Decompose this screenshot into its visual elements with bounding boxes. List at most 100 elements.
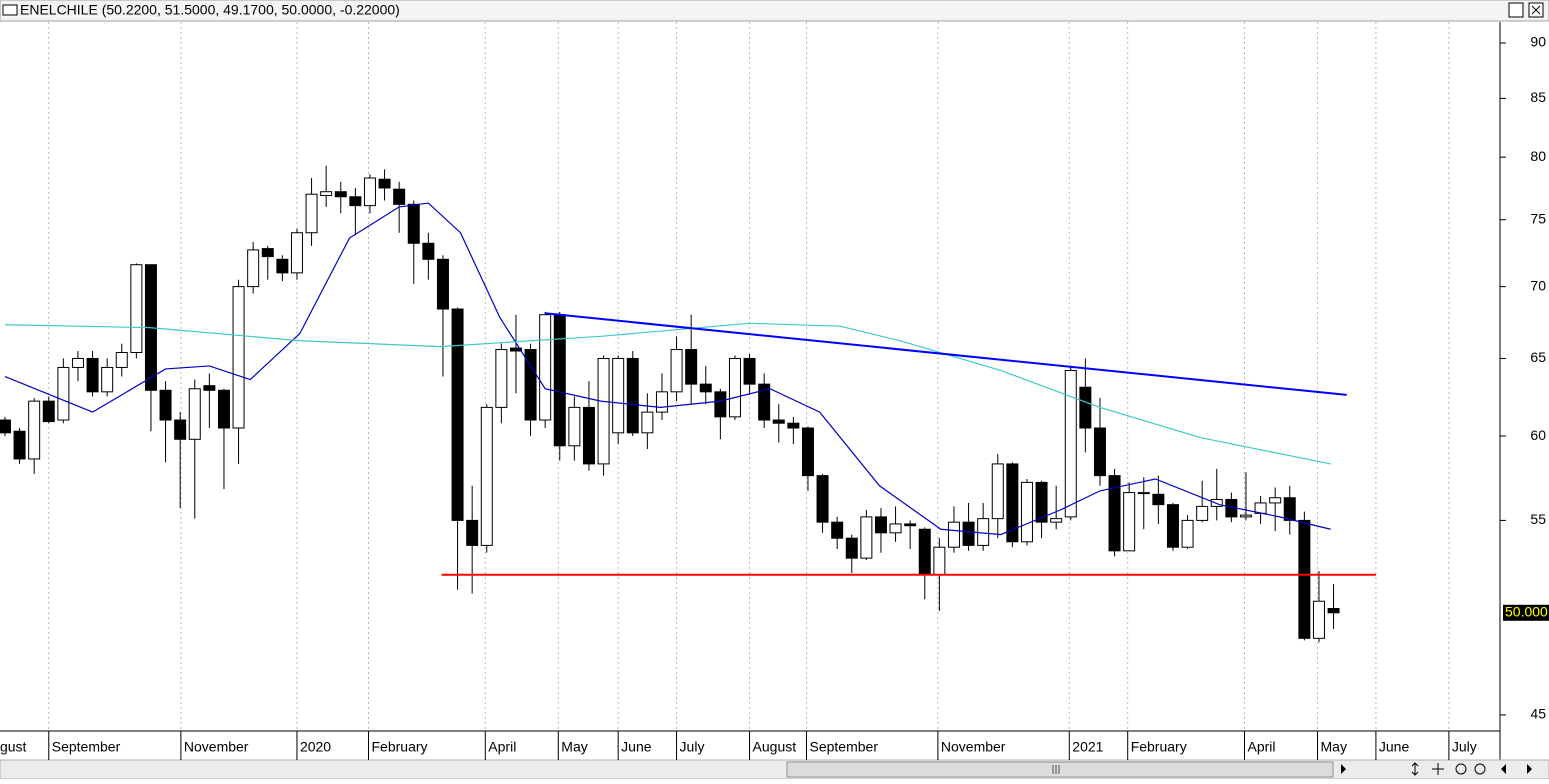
x-tick-label: June [621, 739, 652, 755]
candle-body [1312, 600, 1325, 639]
candle-body [524, 349, 537, 421]
moving-average [4, 322, 1331, 465]
y-tick-label: 60 [1530, 427, 1546, 443]
candle-body [1181, 519, 1194, 548]
candle-body [42, 400, 55, 423]
candle-body [276, 258, 289, 274]
candle-body [436, 258, 449, 310]
zoom-out[interactable] [1455, 763, 1467, 775]
candle-body [1079, 386, 1092, 429]
candle-body [130, 264, 143, 354]
candle-body [582, 406, 595, 465]
candle-body [495, 349, 508, 408]
candle-body [845, 537, 858, 559]
chart-title: ENELCHILE (50.2200, 51.5000, 49.1700, 50… [20, 2, 400, 18]
candle-body [363, 177, 376, 207]
candle-body [203, 385, 216, 391]
candle-body [612, 357, 625, 434]
thumb-grip [1052, 765, 1060, 774]
x-tick-label: April [1248, 739, 1276, 755]
candle-body [977, 518, 990, 546]
candle-body [422, 242, 435, 260]
candle-body [728, 357, 741, 418]
candle-body [101, 366, 114, 393]
restore-button[interactable] [1508, 2, 1524, 18]
candle-body [947, 521, 960, 548]
candle-body [670, 349, 683, 393]
last-value-box [1503, 604, 1549, 621]
candle-body [451, 308, 464, 521]
candle-body [1298, 519, 1311, 639]
candle-body [787, 422, 800, 429]
x-tick-label: November [184, 739, 249, 755]
x-tick-label: gust [0, 739, 27, 755]
candle-body [1239, 514, 1252, 518]
candle-body [232, 286, 245, 429]
candle-body [918, 528, 931, 576]
candle-body [962, 521, 975, 546]
x-tick-label: September [52, 739, 121, 755]
candle-body [1123, 492, 1136, 552]
x-tick-label: February [1131, 739, 1187, 755]
title-bar [0, 0, 1549, 22]
candle-body [480, 406, 493, 546]
candle-body [378, 178, 391, 189]
candle-body [860, 516, 873, 559]
candle-body [743, 357, 756, 385]
y-tick-label: 75 [1530, 210, 1546, 226]
y-tick-label: 55 [1530, 511, 1546, 527]
candle-body [641, 411, 654, 434]
candle-body [509, 347, 522, 352]
candle-body [904, 523, 917, 527]
candle-body [568, 406, 581, 447]
candle-body [320, 191, 333, 196]
candle-body [188, 388, 201, 440]
candle-body [1035, 481, 1048, 523]
zoom-tools[interactable] [1411, 762, 1444, 776]
candle-body [1152, 493, 1165, 506]
candle-body [305, 193, 318, 234]
candle-body [217, 389, 230, 429]
candle-body [71, 357, 84, 368]
candle-body [86, 357, 99, 393]
candle-body [1196, 505, 1209, 521]
candle-body [714, 391, 727, 418]
zoom-in[interactable] [1474, 763, 1486, 775]
x-tick-label: June [1379, 739, 1410, 755]
candle-body [655, 391, 668, 413]
candle-body [874, 516, 887, 534]
y-tick-label: 90 [1530, 34, 1546, 50]
candle-body [28, 400, 41, 460]
trendline [545, 312, 1347, 396]
scroll-thumb[interactable] [786, 761, 1334, 778]
candle-body [261, 248, 274, 258]
last-value-label: 50.000 [1505, 603, 1548, 619]
candle-body [1327, 608, 1340, 614]
candle-body [13, 430, 26, 460]
candle-body [1020, 481, 1033, 543]
candle-body [1093, 427, 1106, 477]
y-tick-label: 70 [1530, 277, 1546, 293]
candle-body [685, 349, 698, 385]
candle-body [393, 188, 406, 205]
candle-body [290, 232, 303, 274]
candle-body [115, 352, 128, 368]
x-tick-label: May [561, 739, 587, 755]
candle-body [801, 427, 814, 477]
candle-body [0, 419, 11, 434]
candle-body [597, 357, 610, 465]
candle-body [758, 383, 771, 421]
candle-body [1283, 497, 1296, 521]
candle-body [1050, 518, 1063, 523]
x-tick-label: August [753, 739, 797, 755]
candle-body [539, 314, 552, 421]
x-tick-label: May [1321, 739, 1347, 755]
x-tick-label: November [941, 739, 1006, 755]
candle-body [466, 519, 479, 546]
candle-body [1108, 475, 1121, 552]
y-tick-label: 65 [1530, 349, 1546, 365]
candle-body [247, 249, 260, 288]
candle-body [407, 203, 420, 244]
x-tick-label: July [680, 739, 705, 755]
